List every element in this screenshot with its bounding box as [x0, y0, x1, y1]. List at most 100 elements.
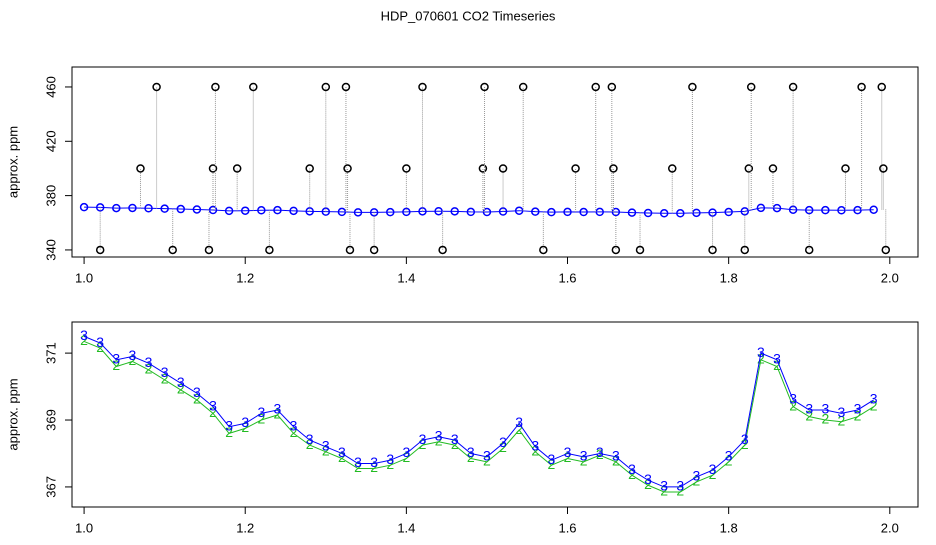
x-tick-label: 1.6: [558, 520, 576, 535]
point-marker: 3: [789, 391, 797, 407]
point-marker: 2: [257, 411, 265, 427]
point-marker: 3: [805, 401, 813, 417]
point: [482, 207, 492, 217]
point: [821, 205, 830, 215]
point: [128, 203, 137, 213]
point-marker: 2: [773, 357, 781, 373]
point-marker: 2: [451, 436, 459, 452]
point: [257, 206, 266, 215]
point: [877, 82, 886, 92]
point-marker: 3: [596, 444, 604, 460]
point: [853, 205, 862, 215]
point: [740, 245, 750, 255]
point-marker: 2: [241, 419, 249, 435]
x-tick-label: 2.0: [881, 270, 899, 285]
point: [571, 164, 580, 173]
point: [353, 208, 363, 217]
point: [744, 164, 754, 173]
point-marker: 2: [467, 449, 475, 465]
point-marker: 2: [80, 332, 88, 348]
point: [607, 82, 617, 92]
point-marker: 2: [370, 459, 378, 475]
point-marker: 2: [805, 407, 813, 423]
point: [724, 207, 733, 217]
point: [611, 207, 621, 217]
point: [289, 206, 298, 216]
point-marker: 2: [483, 453, 491, 469]
point: [386, 207, 395, 217]
point-marker: 2: [290, 424, 298, 440]
series-line: [83, 340, 874, 493]
point: [95, 245, 105, 255]
point: [168, 245, 177, 255]
point-marker: 3: [854, 401, 862, 417]
point: [756, 203, 766, 213]
point-marker: 2: [628, 466, 636, 482]
point: [321, 82, 331, 92]
point-marker: 3: [354, 454, 362, 470]
point: [708, 245, 717, 255]
point: [740, 207, 750, 216]
point: [305, 164, 314, 173]
point-marker: 3: [225, 417, 233, 433]
point-marker: 3: [290, 417, 298, 433]
point-marker: 3: [741, 431, 749, 447]
point-marker: 3: [467, 444, 475, 460]
point: [772, 203, 782, 213]
x-tick-label: 1.8: [720, 270, 738, 285]
point-marker: 2: [580, 453, 588, 469]
x-tick-label: 2.0: [881, 520, 899, 535]
point-marker: 3: [402, 444, 410, 460]
point: [498, 207, 508, 216]
point: [208, 205, 218, 215]
point-marker: 2: [709, 466, 717, 482]
point-marker: 2: [145, 361, 153, 377]
point: [208, 164, 218, 173]
point-marker: 2: [354, 459, 362, 475]
point: [112, 203, 121, 213]
point-marker: 3: [193, 384, 201, 400]
point: [514, 206, 524, 215]
point: [518, 82, 528, 92]
point-marker: 3: [209, 397, 217, 413]
x-tick-label: 1.6: [558, 270, 576, 285]
point: [434, 206, 443, 216]
point-marker: 3: [322, 437, 330, 453]
point-marker: 3: [145, 354, 153, 370]
point: [804, 245, 814, 255]
point: [627, 208, 637, 217]
point-marker: 2: [612, 453, 620, 469]
point: [879, 164, 888, 173]
chart-title: HDP_070601 CO2 Timeseries: [381, 8, 556, 23]
point-marker: 2: [821, 411, 829, 427]
point: [232, 164, 242, 173]
point: [563, 207, 572, 217]
point: [265, 245, 274, 255]
point-marker: 3: [709, 461, 717, 477]
point-marker: 2: [725, 453, 733, 469]
point-marker: 2: [338, 449, 346, 465]
point: [369, 208, 379, 217]
point-marker: 3: [628, 461, 636, 477]
point-marker: 3: [870, 391, 878, 407]
point: [224, 206, 234, 216]
point-marker: 2: [177, 381, 185, 397]
point-marker: 2: [693, 473, 701, 489]
point-marker: 3: [129, 347, 137, 363]
point-marker: 2: [129, 352, 137, 368]
point-marker: 2: [435, 432, 443, 448]
point-marker: 2: [741, 436, 749, 452]
point-marker: 2: [402, 449, 410, 465]
y-tick-label: 367: [43, 476, 58, 498]
point-marker: 2: [112, 357, 120, 373]
point-marker: 3: [257, 404, 265, 420]
point-marker: 2: [838, 412, 846, 428]
point: [402, 164, 411, 173]
point-marker: 3: [306, 431, 314, 447]
point-marker: 3: [338, 444, 346, 460]
point-marker: 3: [370, 454, 378, 470]
point: [768, 164, 778, 173]
x-tick-label: 1.0: [75, 270, 93, 285]
point-marker: 3: [725, 448, 733, 464]
point-marker: 3: [676, 478, 684, 494]
